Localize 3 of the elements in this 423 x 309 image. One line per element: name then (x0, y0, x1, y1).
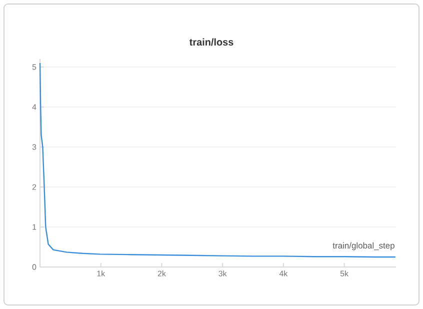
chart-title: train/loss (189, 38, 234, 46)
line-series (39, 62, 396, 258)
x-axis-title: train/global_step (332, 242, 394, 250)
